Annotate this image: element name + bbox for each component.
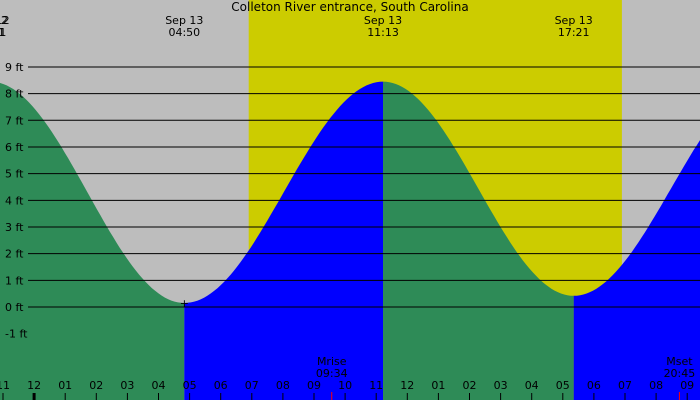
tide-date-label: Sep 13 — [364, 14, 402, 27]
x-tick-label: 02 — [463, 379, 477, 392]
tide-time-label: -1 — [0, 26, 5, 39]
tide-date-label: 12 — [0, 14, 8, 27]
y-tick-label: -1 ft — [5, 328, 28, 341]
x-tick-label: 04 — [525, 379, 539, 392]
y-tick-label: 1 ft — [5, 274, 24, 287]
x-tick-label: 05 — [183, 379, 197, 392]
x-tick-label: 05 — [556, 379, 570, 392]
rising-tide-area — [573, 140, 700, 400]
x-tick-label: 02 — [89, 379, 103, 392]
tide-time-label: 04:50 — [168, 26, 200, 39]
moon-event-name: Mset — [666, 355, 693, 368]
y-tick-label: 5 ft — [5, 168, 24, 181]
low-tide-marker: + — [180, 297, 189, 310]
y-tick-label: 4 ft — [5, 194, 24, 207]
x-tick-label: 12 — [400, 379, 414, 392]
tide-date-label: Sep 13 — [165, 14, 203, 27]
tide-date-label: Sep 12 — [0, 14, 10, 27]
y-tick-label: 0 ft — [5, 301, 24, 314]
x-tick-label: 01 — [431, 379, 445, 392]
x-tick-label: 08 — [276, 379, 290, 392]
x-tick-label: 01 — [58, 379, 72, 392]
x-tick-label: 09 — [307, 379, 321, 392]
y-tick-label: 6 ft — [5, 141, 24, 154]
x-tick-label: 11 — [0, 379, 10, 392]
chart-title: Colleton River entrance, South Carolina — [231, 0, 468, 14]
x-tick-label: 07 — [618, 379, 632, 392]
tide-date-label: Sep 13 — [555, 14, 593, 27]
tide-time-label: 11:13 — [367, 26, 399, 39]
height-gridlines — [28, 66, 700, 308]
y-tick-label: 2 ft — [5, 248, 24, 261]
height-labels: 9 ft 8 ft 7 ft 6 ft 5 ft 4 ft 3 ft 2 ft 1 ft 0 ft… — [5, 61, 28, 341]
x-tick-label: 07 — [245, 379, 259, 392]
moon-event-time: 09:34 — [316, 367, 348, 380]
tide-time-label: 22:41 — [0, 26, 6, 39]
y-tick-label: 7 ft — [5, 114, 24, 127]
x-tick-label: 11 — [369, 379, 383, 392]
x-tick-label: 08 — [649, 379, 663, 392]
falling-tide-area — [383, 81, 574, 400]
x-tick-label: 03 — [120, 379, 134, 392]
x-tick-label: 06 — [587, 379, 601, 392]
y-tick-label: 8 ft — [5, 88, 24, 101]
rising-tide-area — [184, 81, 383, 400]
x-tick-label: 04 — [152, 379, 166, 392]
x-tick-label: 10 — [338, 379, 352, 392]
x-tick-label: 12 — [27, 379, 41, 392]
hour-labels: 11 12 01 02 03 04 05 06 07 08 09 10 11 12 01 02 03 04 05 06… — [0, 379, 694, 400]
y-tick-label: 3 ft — [5, 221, 24, 234]
y-tick-label: 9 ft — [5, 61, 24, 74]
falling-tide-area — [0, 82, 185, 400]
tide-time-label: 17:21 — [558, 26, 590, 39]
moon-event-time: 20:45 — [664, 367, 696, 380]
x-tick-label: 06 — [214, 379, 228, 392]
moon-event-name: Mrise — [317, 355, 347, 368]
x-tick-label: 09 — [680, 379, 694, 392]
x-tick-label: 03 — [494, 379, 508, 392]
tide-areas — [0, 81, 700, 400]
